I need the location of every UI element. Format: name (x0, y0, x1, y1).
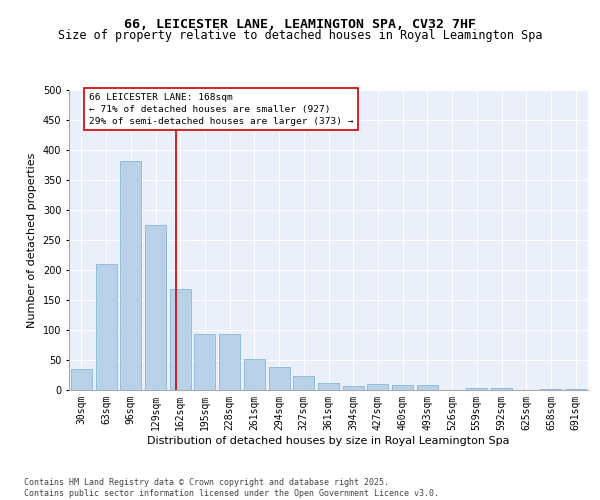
Bar (318, 384, 339, 390)
Text: 66 LEICESTER LANE: 168sqm
← 71% of detached houses are smaller (927)
29% of semi: 66 LEICESTER LANE: 168sqm ← 71% of detac… (89, 93, 353, 126)
Text: Contains HM Land Registry data © Crown copyright and database right 2025.
Contai: Contains HM Land Registry data © Crown c… (24, 478, 439, 498)
Bar (95, 264, 116, 390)
X-axis label: Distribution of detached houses by size in Royal Leamington Spa: Distribution of detached houses by size … (147, 436, 510, 446)
Bar (145, 225, 166, 390)
Bar (71, 369, 92, 390)
Bar (293, 376, 314, 390)
Bar (392, 385, 413, 390)
Bar (343, 386, 364, 390)
Bar (244, 359, 265, 390)
Bar (367, 384, 388, 390)
Bar (120, 161, 141, 390)
Bar (491, 388, 512, 390)
Bar (194, 334, 215, 390)
Bar (466, 388, 487, 390)
Bar (219, 334, 240, 390)
Text: Size of property relative to detached houses in Royal Leamington Spa: Size of property relative to detached ho… (58, 29, 542, 42)
Text: 66, LEICESTER LANE, LEAMINGTON SPA, CV32 7HF: 66, LEICESTER LANE, LEAMINGTON SPA, CV32… (124, 18, 476, 30)
Bar (417, 385, 438, 390)
Y-axis label: Number of detached properties: Number of detached properties (27, 152, 37, 328)
Bar (269, 366, 290, 390)
Bar (170, 289, 191, 390)
